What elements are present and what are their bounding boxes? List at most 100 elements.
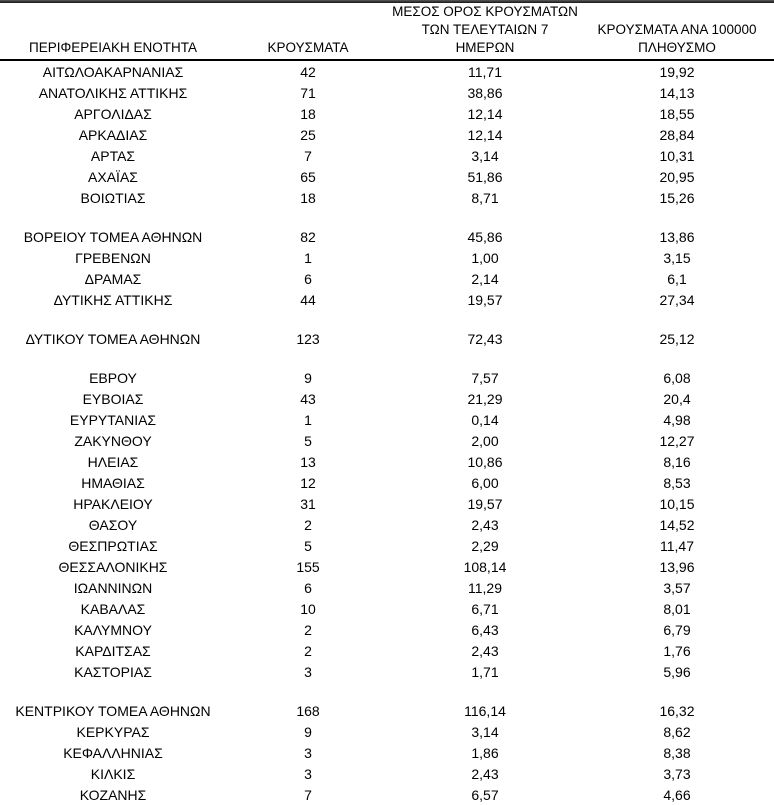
cases-cell: 43 [300,390,316,407]
per100k-cell: 15,26 [659,189,695,206]
region-cell: ΚΕΦΑΛΛΗΝΙΑΣ [63,744,163,761]
avg7-cell: 2,43 [471,516,499,533]
avg7-cell: 19,57 [467,495,503,512]
avg7-cell: 12,14 [467,105,503,122]
table-row: ΑΧΑΪΑΣ 65 51,86 20,95 [0,166,774,187]
per100k-cell: 8,62 [663,723,691,740]
per100k-cell: 10,15 [659,495,695,512]
avg7-cell: 1,71 [471,663,499,680]
table-row: ΚΟΖΑΝΗΣ 7 6,57 4,66 [0,784,774,805]
cases-cell: 44 [300,291,316,308]
per100k-cell: 6,79 [663,621,691,638]
spacer-cell [0,208,774,226]
spacer-cell [0,349,774,367]
avg7-cell: 51,86 [467,168,503,185]
cases-cell: 42 [300,63,316,80]
table-row: ΚΙΛΚΙΣ 3 2,43 3,73 [0,763,774,784]
cases-cell: 9 [304,723,312,740]
table-row: ΔΥΤΙΚΗΣ ΑΤΤΙΚΗΣ 44 19,57 27,34 [0,289,774,310]
section-spacer-row [0,682,774,700]
region-cell: ΚΙΛΚΙΣ [90,765,136,782]
avg7-cell: 116,14 [464,702,506,719]
region-cell: ΚΑΡΔΙΤΣΑΣ [75,642,151,659]
per100k-cell: 3,73 [663,765,691,782]
cases-cell: 5 [304,432,312,449]
table-row: ΑΝΑΤΟΛΙΚΗΣ ΑΤΤΙΚΗΣ 71 38,86 14,13 [0,82,774,103]
per100k-cell: 11,47 [660,537,694,554]
table-row: ΚΕΝΤΡΙΚΟΥ ΤΟΜΕΑ ΑΘΗΝΩΝ 168 116,14 16,32 [0,700,774,721]
table-row: ΑΙΤΩΛΟΑΚΑΡΝΑΝΙΑΣ 42 11,71 19,92 [0,60,774,82]
per100k-cell: 20,4 [663,390,691,407]
table-row: ΑΡΤΑΣ 7 3,14 10,31 [0,145,774,166]
avg7-cell: 21,29 [467,390,503,407]
table-row: ΘΑΣΟΥ 2 2,43 14,52 [0,514,774,535]
table-row: ΖΑΚΥΝΘΟΥ 5 2,00 12,27 [0,430,774,451]
avg7-cell: 72,43 [467,330,503,347]
region-cell: ΚΑΛΥΜΝΟΥ [74,621,152,638]
avg7-cell: 2,43 [471,765,499,782]
region-cell: ΑΙΤΩΛΟΑΚΑΡΝΑΝΙΑΣ [42,63,184,80]
spacer-cell [0,682,774,700]
cases-cell: 6 [304,270,312,287]
avg7-cell: 6,00 [471,474,499,491]
avg7-cell: 7,57 [471,369,499,386]
table-body: ΑΙΤΩΛΟΑΚΑΡΝΑΝΙΑΣ 42 11,71 19,92 ΑΝΑΤΟΛΙΚΗΣ Α… [0,60,774,805]
table-row: ΙΩΑΝΝΙΝΩΝ 6 11,29 3,57 [0,577,774,598]
cases-cell: 6 [304,579,312,596]
avg7-cell: 2,43 [471,642,499,659]
cases-cell: 2 [304,516,312,533]
avg7-cell: 6,43 [471,621,499,638]
avg7-cell: 12,14 [467,126,503,143]
cases-cell: 168 [296,702,320,719]
cases-cell: 7 [304,147,312,164]
region-cell: ΗΡΑΚΛΕΙΟΥ [73,495,153,512]
avg7-cell: 19,57 [467,291,503,308]
cases-cell: 65 [300,168,316,185]
cases-cell: 31 [300,495,316,512]
cases-cell: 1 [304,249,312,266]
region-cell: ΔΥΤΙΚΟΥ ΤΟΜΕΑ ΑΘΗΝΩΝ [25,330,201,347]
table-row: ΗΛΕΙΑΣ 13 10,86 8,16 [0,451,774,472]
table-row: ΕΒΡΟΥ 9 7,57 6,08 [0,367,774,388]
region-cell: ΚΕΝΤΡΙΚΟΥ ΤΟΜΕΑ ΑΘΗΝΩΝ [15,702,211,719]
per100k-cell: 8,53 [663,474,691,491]
region-cell: ΑΧΑΪΑΣ [88,168,138,185]
section-spacer-row [0,208,774,226]
avg7-cell: 38,86 [467,84,503,101]
header-row: ΠΕΡΙΦΕΡΕΙΑΚΗ ΕΝΟΤΗΤΑ ΚΡΟΥΣΜΑΤΑ ΜΕΣΟΣ ΟΡΟ… [0,3,774,61]
per100k-cell: 27,34 [659,291,695,308]
per100k-cell: 6,08 [663,369,691,386]
table-row: ΚΑΡΔΙΤΣΑΣ 2 2,43 1,76 [0,640,774,661]
region-cell: ΓΡΕΒΕΝΩΝ [75,249,151,266]
avg7-cell: 45,86 [467,228,503,245]
region-cell: ΔΥΤΙΚΗΣ ΑΤΤΙΚΗΣ [53,291,173,308]
table-row: ΔΡΑΜΑΣ 6 2,14 6,1 [0,268,774,289]
per100k-cell: 19,92 [659,63,695,80]
avg7-cell: 11,71 [468,63,502,80]
avg7-cell: 6,71 [471,600,499,617]
covid-regional-table: ΠΕΡΙΦΕΡΕΙΑΚΗ ΕΝΟΤΗΤΑ ΚΡΟΥΣΜΑΤΑ ΜΕΣΟΣ ΟΡΟ… [0,3,774,805]
region-cell: ΖΑΚΥΝΘΟΥ [74,432,152,449]
table-row: ΚΕΡΚΥΡΑΣ 9 3,14 8,62 [0,721,774,742]
table-row: ΘΕΣΣΑΛΟΝΙΚΗΣ 155 108,14 13,96 [0,556,774,577]
region-cell: ΔΡΑΜΑΣ [84,270,142,287]
avg7-cell: 2,14 [471,270,499,287]
table-row: ΓΡΕΒΕΝΩΝ 1 1,00 3,15 [0,247,774,268]
per100k-cell: 12,27 [659,432,695,449]
table-row: ΚΑΛΥΜΝΟΥ 2 6,43 6,79 [0,619,774,640]
table-row: ΕΥΒΟΙΑΣ 43 21,29 20,4 [0,388,774,409]
per100k-cell: 5,96 [663,663,691,680]
cases-cell: 7 [304,786,312,803]
per100k-cell: 8,16 [663,453,691,470]
region-cell: ΑΡΓΟΛΙΔΑΣ [74,105,152,122]
region-cell: ΗΛΕΙΑΣ [87,453,139,470]
cases-cell: 5 [304,537,312,554]
per100k-cell: 3,15 [663,249,691,266]
table-row: ΚΕΦΑΛΛΗΝΙΑΣ 3 1,86 8,38 [0,742,774,763]
table-row: ΗΜΑΘΙΑΣ 12 6,00 8,53 [0,472,774,493]
cases-cell: 9 [304,369,312,386]
cases-cell: 155 [296,558,320,575]
cases-cell: 3 [304,663,312,680]
region-cell: ΕΒΡΟΥ [89,369,137,386]
